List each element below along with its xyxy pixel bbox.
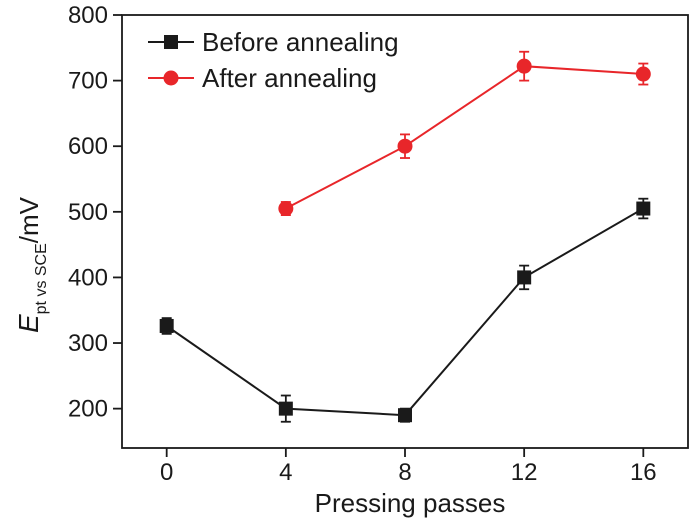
legend-marker [164,35,178,49]
legend-item: Before annealing [148,27,399,57]
y-axis-title: Ept vs SCE/mV [13,196,50,333]
data-point [398,408,412,423]
data-point [397,138,413,154]
y-axis-title-subscript: pt vs SCE [33,243,50,314]
legend-marker [163,70,179,86]
legend-item: After annealing [148,63,377,93]
series-before-annealing [159,197,651,423]
legend-label: Before annealing [202,27,399,57]
x-tick-label: 12 [511,459,538,486]
y-tick-label: 400 [68,264,108,291]
svg-text:Ept vs SCE/mV: Ept vs SCE/mV [13,196,50,333]
series-line [166,207,644,417]
legend-label: After annealing [202,63,377,93]
x-tick-label: 0 [160,459,173,486]
y-tick-label: 600 [68,133,108,160]
x-tick-label: 4 [279,459,292,486]
y-tick-label: 800 [68,2,108,29]
data-point [635,66,651,82]
series-line [285,65,644,210]
y-tick-label: 700 [68,68,108,95]
data-point [278,401,293,416]
data-point [636,201,651,216]
data-point [516,58,532,74]
x-axis-title: Pressing passes [315,488,506,518]
data-point [278,201,294,217]
x-tick-label: 8 [398,459,411,486]
y-tick-label: 300 [68,330,108,357]
y-axis-title-unit: /mV [14,196,44,243]
y-tick-label: 200 [68,396,108,423]
y-tick-label: 500 [68,199,108,226]
y-axis-title-main: E [13,314,44,333]
x-tick-label: 16 [630,459,657,486]
data-point [159,318,174,333]
data-point [517,270,532,285]
series-after-annealing [278,50,651,217]
